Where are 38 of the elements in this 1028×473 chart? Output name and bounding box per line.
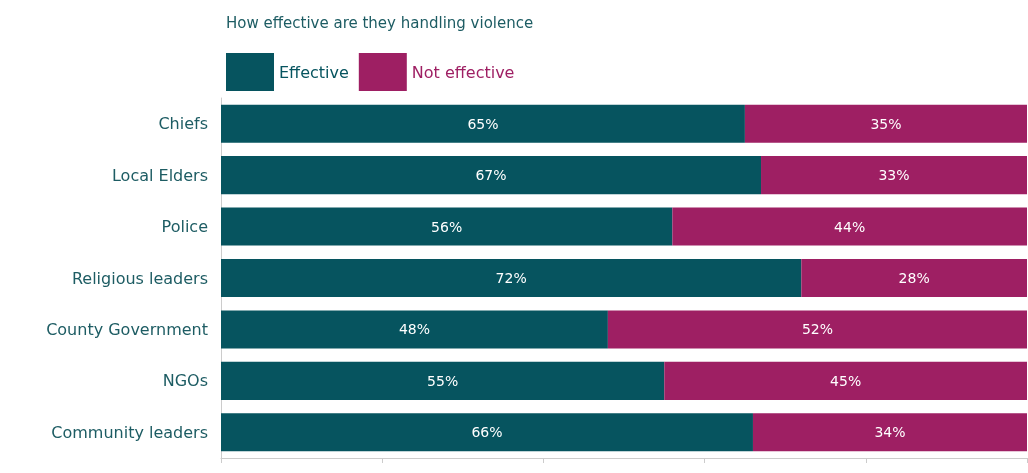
bar: [221, 310, 608, 349]
bar: [664, 361, 1027, 400]
y-tick-label: County Government: [46, 319, 208, 339]
data-label: 28%: [898, 270, 930, 286]
y-tick-label: Local Elders: [111, 165, 208, 185]
legend-label: Effective: [279, 62, 349, 82]
data-label: 65%: [467, 115, 499, 132]
bar: [752, 413, 1027, 452]
data-label: 55%: [427, 372, 459, 389]
data-label: 45%: [830, 372, 862, 389]
data-label: 35%: [870, 115, 902, 132]
data-label: 48%: [398, 321, 430, 338]
data-label: 72%: [495, 270, 527, 286]
bar: [672, 207, 1027, 246]
bar: [744, 104, 1027, 143]
y-tick-label: NGOs: [162, 371, 208, 391]
data-label: 34%: [874, 424, 906, 441]
y-tick-label: Police: [161, 217, 208, 237]
chart-title: How effective are they handling violence: [226, 13, 534, 32]
bar: [221, 207, 673, 246]
data-label: 67%: [475, 167, 507, 184]
bar: [801, 258, 1027, 298]
data-label: 52%: [801, 321, 833, 338]
legend-label: Not effective: [411, 62, 515, 82]
data-label: 44%: [834, 218, 866, 235]
y-tick-label: Chiefs: [158, 114, 208, 134]
bar: [221, 361, 665, 400]
y-tick-label: Community leaders: [51, 422, 208, 442]
bar: [607, 310, 1027, 349]
y-tick-label: Religious leaders: [71, 268, 208, 288]
data-label: 33%: [878, 167, 910, 184]
bar: [221, 156, 762, 195]
bar: [221, 413, 753, 452]
data-label: 66%: [471, 424, 503, 441]
bar: [221, 104, 745, 143]
bar: [221, 258, 802, 298]
data-label: 56%: [431, 218, 463, 235]
bar: [761, 156, 1027, 195]
